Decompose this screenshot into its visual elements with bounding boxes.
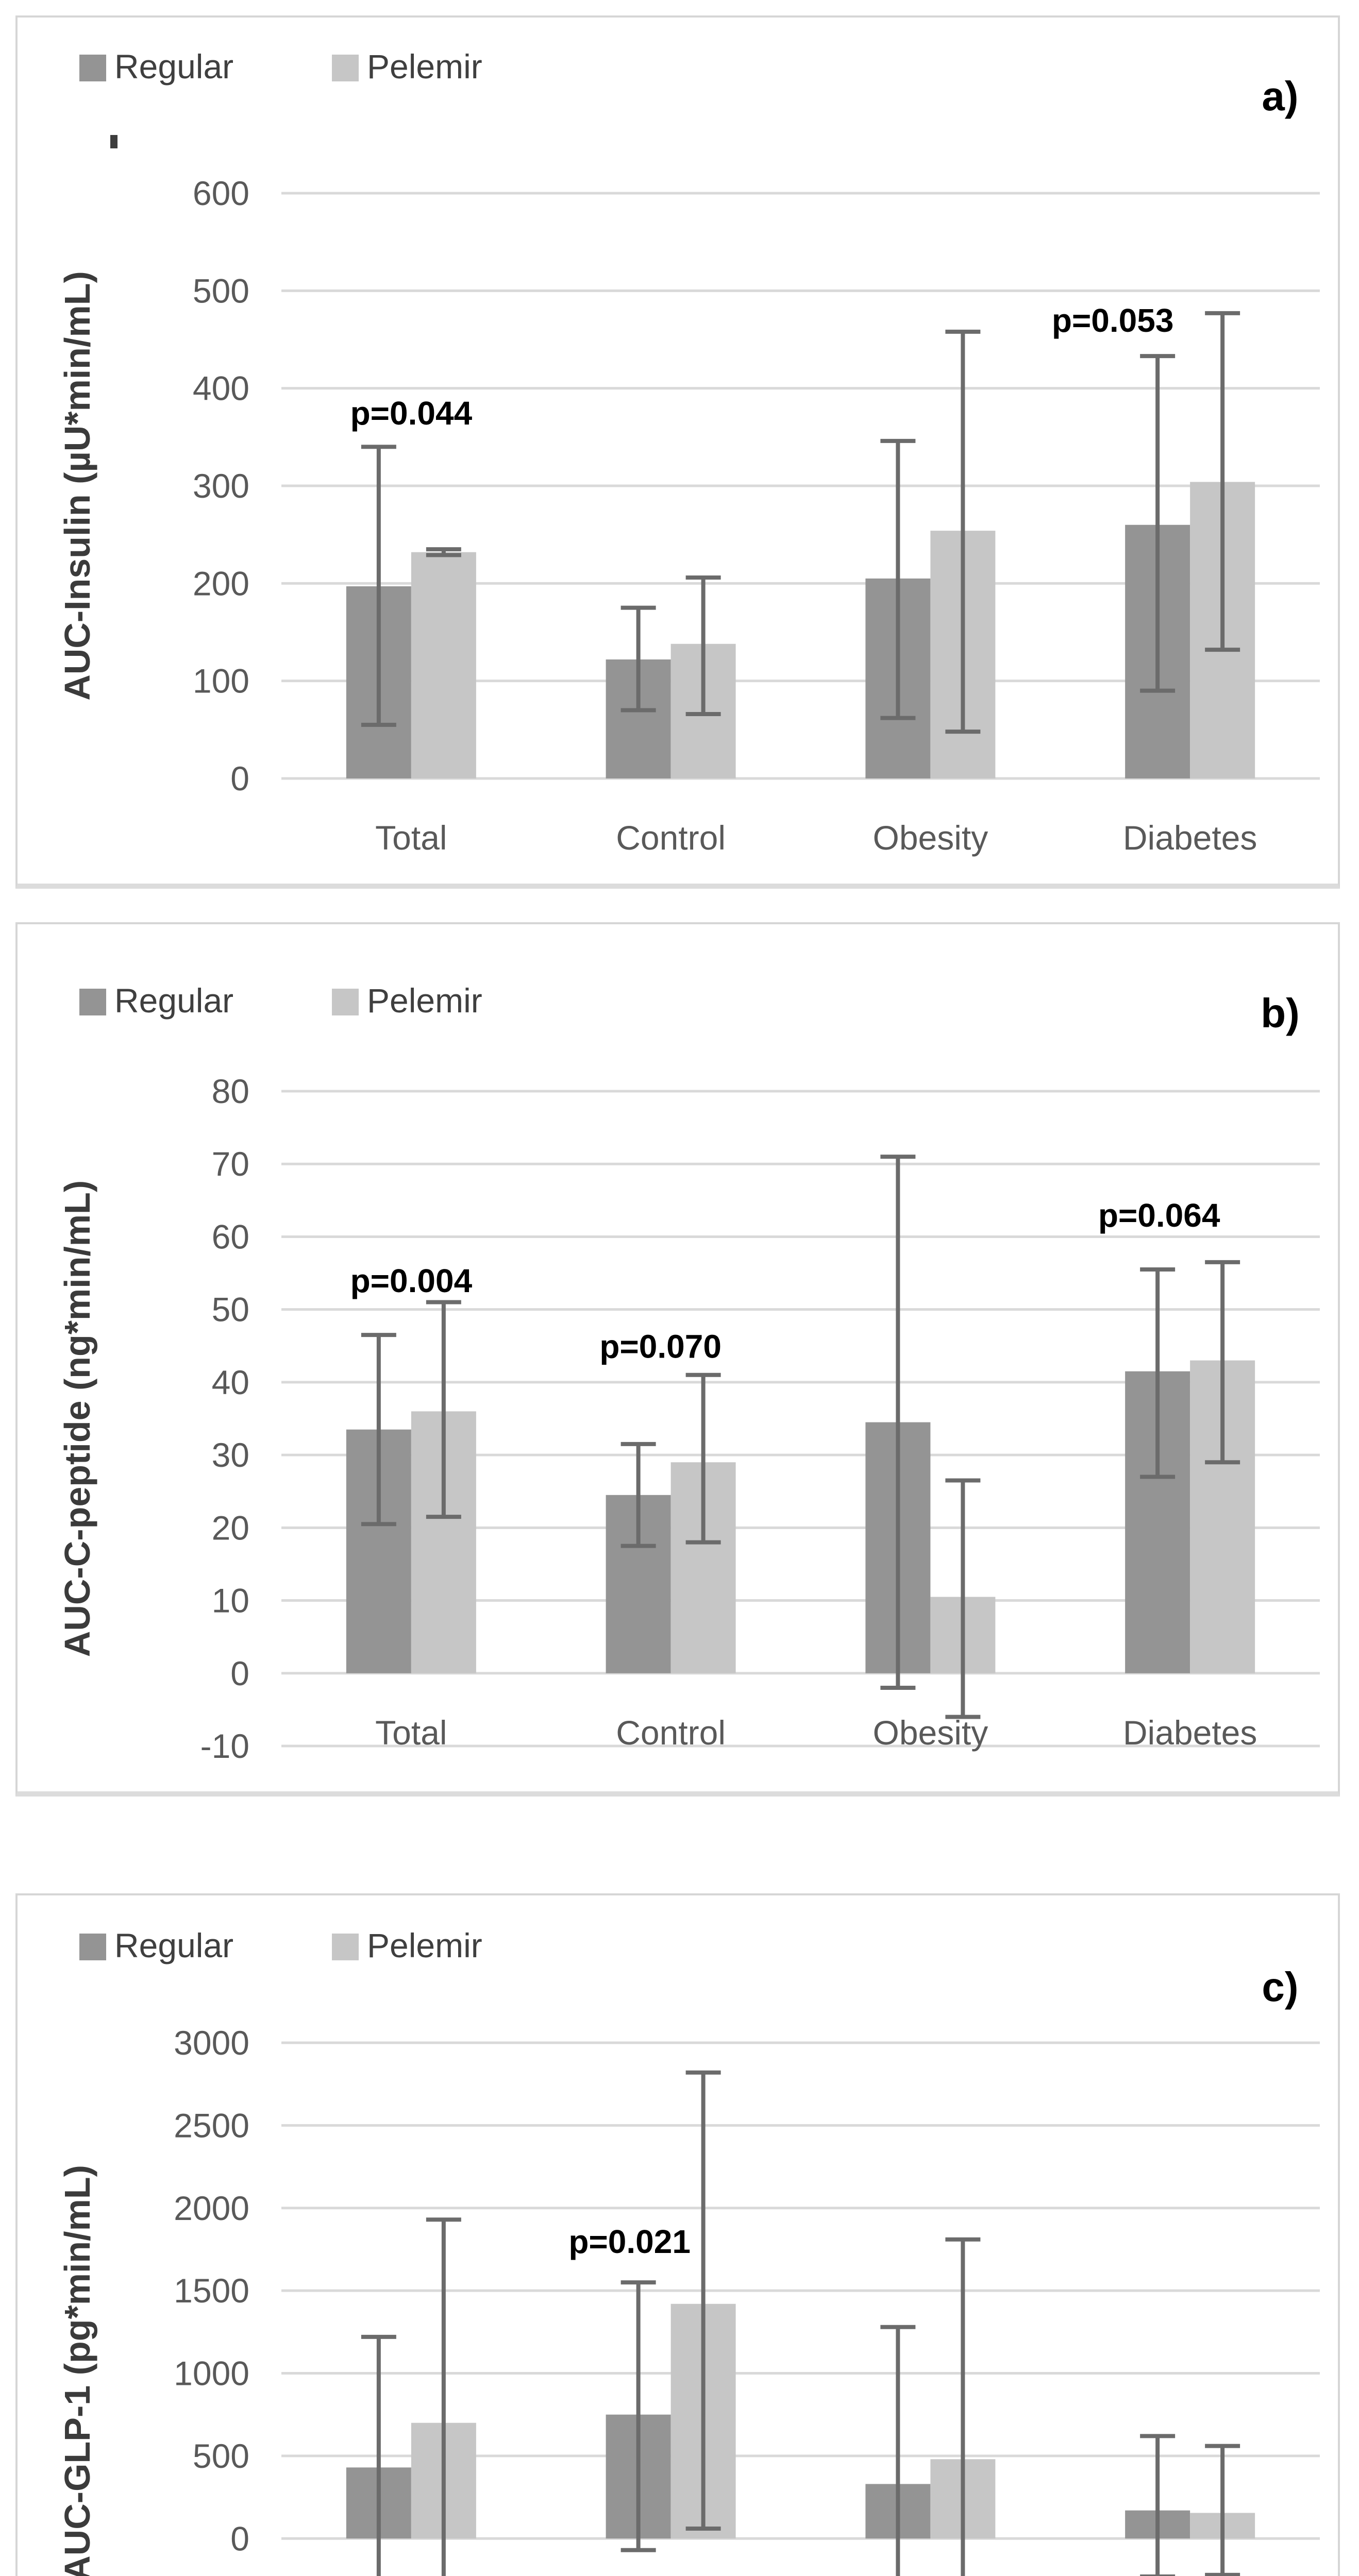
legend-label-pelemir: Pelemir: [367, 1926, 482, 1964]
y-tick-label: 0: [230, 1654, 249, 1692]
y-tick-label: 20: [212, 1509, 249, 1547]
panel-letter: a): [1262, 73, 1298, 119]
y-tick-label: 2000: [174, 2189, 249, 2227]
y-axis-title: AUC-C-peptide (ng*min/mL): [57, 1180, 97, 1657]
legend-label-regular: Regular: [114, 981, 233, 1020]
panel-c: -1000-500050010001500200025003000AUC-GLP…: [15, 1893, 1340, 2576]
y-tick-label: 400: [193, 369, 249, 408]
panel-letter: c): [1262, 1964, 1298, 2010]
legend-swatch-pelemir: [332, 1934, 359, 1960]
p-value-label-control: p=0.021: [568, 2223, 691, 2260]
p-value-label-total: p=0.004: [350, 1262, 473, 1299]
p-value-label-diabetes: p=0.064: [1098, 1197, 1220, 1234]
y-tick-label: 600: [193, 174, 249, 212]
legend-swatch-regular: [79, 1934, 106, 1960]
x-category-label-total: Total: [375, 1714, 447, 1752]
legend-label-pelemir: Pelemir: [367, 981, 482, 1020]
y-tick-label: -10: [200, 1727, 249, 1765]
y-tick-label: 200: [193, 564, 249, 602]
y-tick-label: 40: [212, 1363, 249, 1401]
legend-swatch-pelemir: [332, 55, 359, 81]
y-tick-label: 0: [230, 759, 249, 798]
p-value-label-diabetes: p=0.053: [1052, 302, 1174, 339]
x-category-label-obesity: Obesity: [873, 1714, 988, 1752]
x-category-label-diabetes: Diabetes: [1123, 819, 1257, 857]
y-tick-label: 500: [193, 2437, 249, 2475]
panel-a: 0 100 200 300 400 500 600 AUC-Insulin (µU*min/m…: [15, 15, 1340, 889]
x-category-label-diabetes: Diabetes: [1123, 1714, 1257, 1752]
panel-b: -10 0 10 20 30 40 50 60 70 80 AUC-C-peptide (ng*mi…: [15, 922, 1340, 1797]
y-tick-label: 3000: [174, 2024, 249, 2062]
y-tick-label: 70: [212, 1145, 249, 1183]
y-axis-title: AUC-GLP-1 (pg*min/mL): [57, 2165, 97, 2576]
x-category-label-obesity: Obesity: [873, 819, 988, 857]
legend-label-regular: Regular: [114, 1926, 233, 1964]
chart-c-canvas: -1000-500050010001500200025003000AUC-GLP…: [57, 1926, 1320, 2576]
y-axis-title: AUC-Insulin (µU*min/mL): [57, 271, 97, 701]
chart-b-canvas: -10 0 10 20 30 40 50 60 70 80 AUC-C-peptide (ng*mi…: [57, 981, 1320, 1765]
y-tick-label: 300: [193, 467, 249, 505]
y-tick-label: 50: [212, 1291, 249, 1329]
y-tick-label: 80: [212, 1072, 249, 1110]
y-tick-label: 2500: [174, 2106, 249, 2144]
bar-pelemir-total: [411, 552, 476, 778]
y-tick-label: 100: [193, 662, 249, 700]
p-value-label-control: p=0.070: [599, 1328, 722, 1365]
y-tick-label: 500: [193, 272, 249, 310]
legend-swatch-regular: [79, 55, 106, 81]
x-category-label-control: Control: [616, 1714, 726, 1752]
p-value-label-total: p=0.044: [350, 395, 473, 432]
x-category-label-total: Total: [375, 819, 447, 857]
y-tick-label: 30: [212, 1436, 249, 1474]
legend-swatch-pelemir: [332, 989, 359, 1015]
y-tick-label: 1000: [174, 2354, 249, 2393]
legend-label-regular: Regular: [114, 47, 233, 86]
legend-label-pelemir: Pelemir: [367, 47, 482, 86]
y-tick-label: 1500: [174, 2272, 249, 2310]
stray-dot-mark: [110, 135, 118, 148]
y-tick-label: 60: [212, 1217, 249, 1256]
x-category-label-control: Control: [616, 819, 726, 857]
y-tick-label: 0: [230, 2519, 249, 2557]
y-tick-label: 10: [212, 1582, 249, 1620]
legend-swatch-regular: [79, 989, 106, 1015]
panel-letter: b): [1261, 990, 1300, 1036]
chart-a-canvas: 0 100 200 300 400 500 600 AUC-Insulin (µU*min/m…: [57, 47, 1320, 857]
